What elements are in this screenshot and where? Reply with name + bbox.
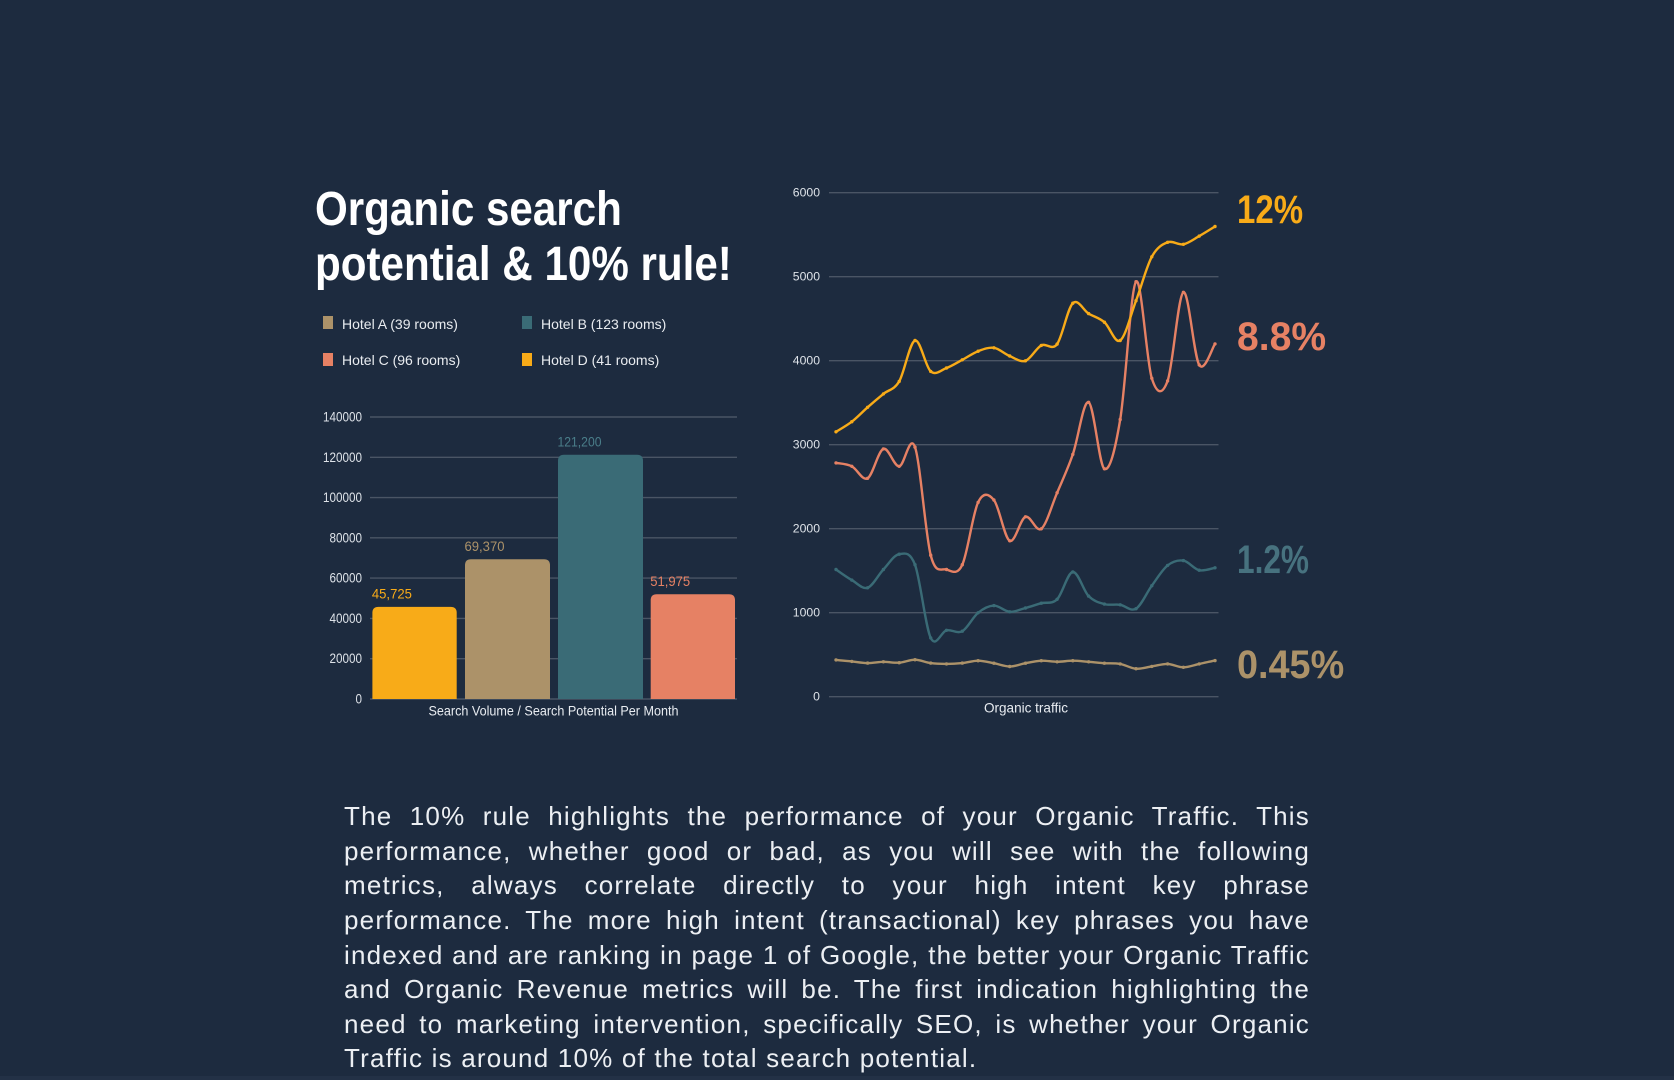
svg-text:2000: 2000 [793, 522, 821, 536]
svg-text:4000: 4000 [793, 354, 821, 368]
svg-text:140000: 140000 [323, 410, 362, 425]
svg-text:20000: 20000 [330, 651, 363, 666]
svg-text:0: 0 [813, 690, 820, 704]
svg-text:40000: 40000 [330, 611, 363, 626]
svg-text:1000: 1000 [793, 606, 821, 620]
svg-text:0: 0 [356, 692, 363, 707]
svg-text:121,200: 121,200 [558, 434, 602, 449]
svg-text:Organic traffic: Organic traffic [984, 700, 1068, 716]
svg-text:100000: 100000 [323, 490, 362, 505]
svg-text:80000: 80000 [330, 530, 363, 545]
svg-text:Search Volume / Search Potenti: Search Volume / Search Potential Per Mon… [429, 703, 679, 719]
svg-text:6000: 6000 [793, 186, 821, 200]
svg-text:45,725: 45,725 [372, 586, 412, 601]
svg-text:5000: 5000 [793, 270, 821, 284]
svg-text:3000: 3000 [793, 438, 821, 452]
svg-text:51,975: 51,975 [650, 574, 690, 589]
svg-text:120000: 120000 [323, 450, 362, 465]
svg-text:69,370: 69,370 [465, 539, 505, 554]
svg-text:60000: 60000 [330, 571, 363, 586]
